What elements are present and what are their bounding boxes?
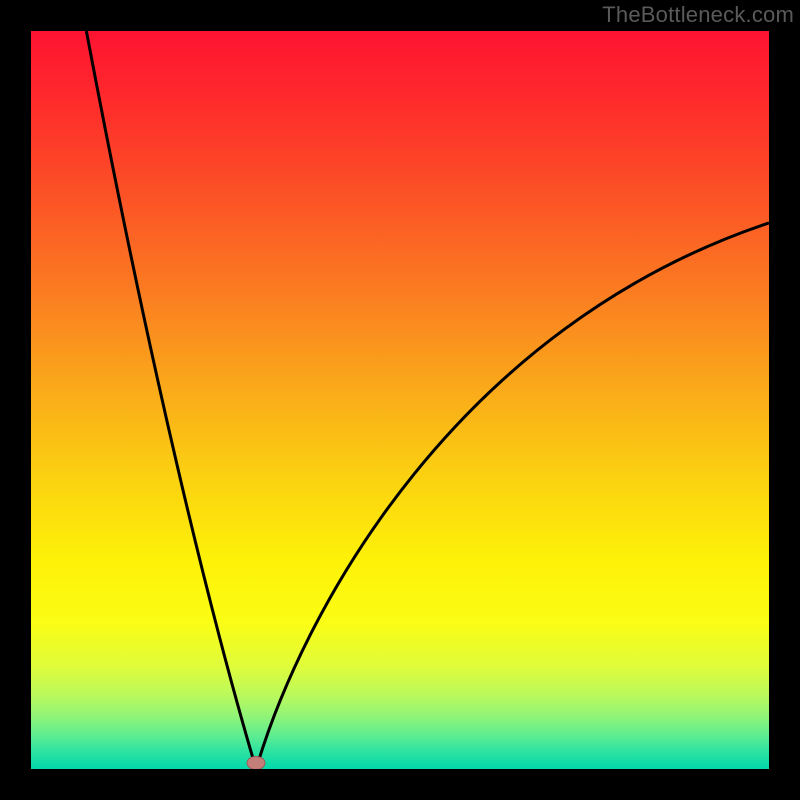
chart-curve — [31, 31, 769, 769]
watermark-text: TheBottleneck.com — [602, 2, 794, 28]
chart-plot-area — [31, 31, 769, 769]
chart-valley-marker — [247, 756, 266, 769]
